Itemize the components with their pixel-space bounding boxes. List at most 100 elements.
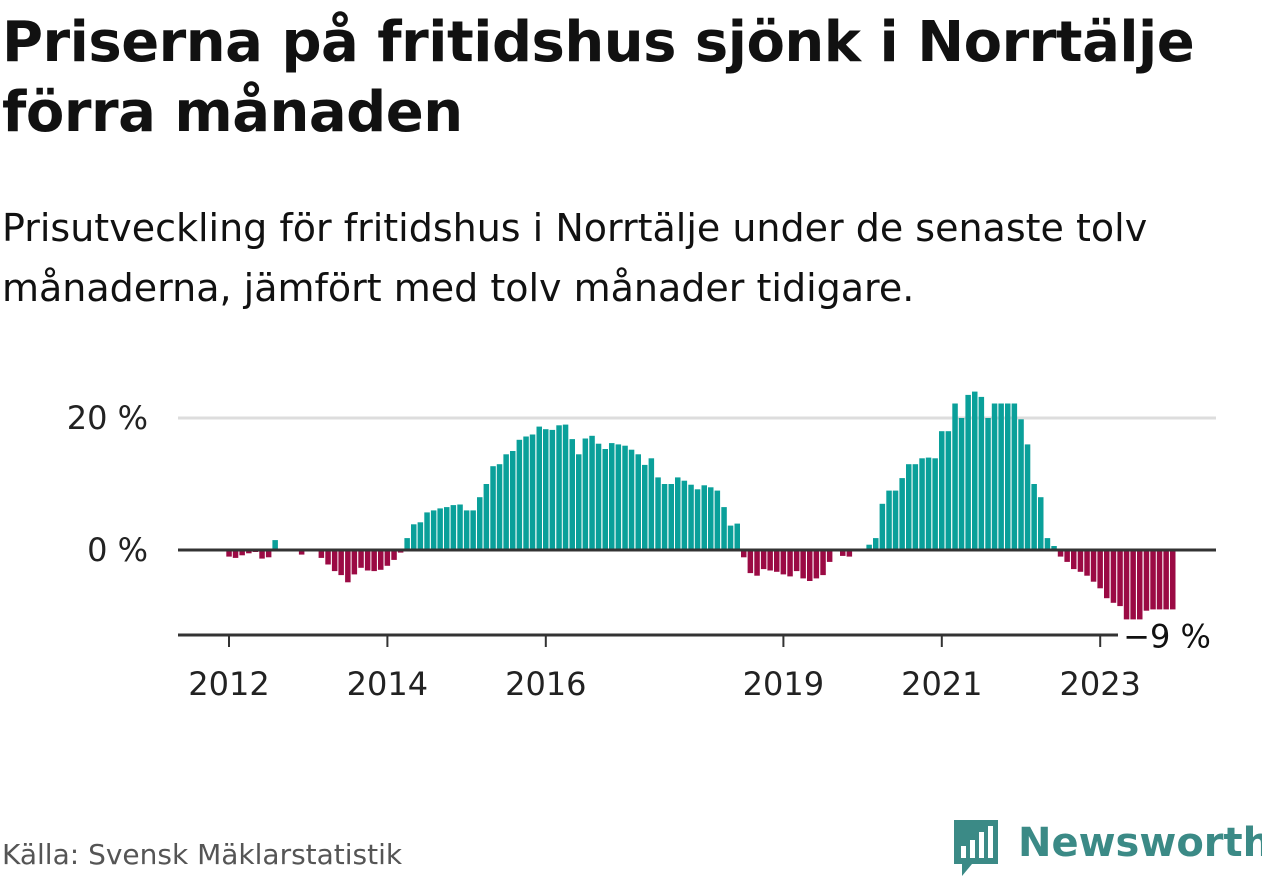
bar — [529, 434, 536, 550]
bar — [298, 550, 305, 555]
bar — [430, 510, 437, 550]
newsworthy-logo[interactable]: Newsworthy — [950, 818, 1262, 878]
bar — [523, 436, 529, 550]
bar — [1084, 550, 1090, 576]
bar — [1064, 550, 1070, 562]
bar — [437, 508, 443, 550]
bar — [800, 550, 806, 579]
bar — [364, 550, 371, 571]
bar — [932, 458, 938, 550]
bar — [985, 418, 991, 550]
bar — [510, 451, 516, 550]
bar — [463, 510, 470, 550]
last-value-label-bg — [1118, 619, 1216, 656]
bar — [265, 550, 272, 558]
bar — [615, 444, 622, 550]
bar — [424, 512, 430, 550]
bar — [1044, 538, 1051, 550]
bar — [958, 418, 965, 550]
bar — [813, 550, 820, 579]
bar — [661, 484, 668, 550]
axis-layer: 0 % 20 % 2012 2014 2016 2019 2021 2023 −9 % — [67, 399, 1216, 700]
bar — [239, 550, 245, 556]
bar-layer — [226, 391, 1176, 625]
bar — [1117, 550, 1123, 607]
bar — [246, 550, 252, 554]
bar — [694, 489, 701, 550]
bar — [787, 550, 793, 577]
bar — [1170, 550, 1176, 610]
bar — [556, 425, 562, 550]
x-tick-label: 2014 — [347, 665, 428, 700]
bar — [906, 464, 912, 550]
bar — [754, 550, 760, 576]
last-value-label: −9 % — [1123, 617, 1211, 655]
x-tick-label: 2016 — [505, 665, 586, 700]
source-label: Källa: Svensk Mäklarstatistik — [2, 838, 403, 871]
bar — [708, 487, 714, 550]
newsworthy-logo-text: Newsworthy — [1018, 820, 1262, 866]
bar — [701, 485, 707, 550]
bar — [886, 490, 892, 550]
bar — [952, 403, 958, 550]
x-tick-label: 2019 — [743, 665, 824, 700]
bar — [668, 484, 674, 550]
bar — [767, 550, 773, 571]
bar — [747, 550, 754, 574]
bar — [991, 403, 998, 550]
bar — [226, 550, 232, 557]
bar — [1071, 550, 1077, 570]
bar — [1031, 484, 1037, 550]
bar — [892, 490, 899, 550]
bar — [569, 439, 575, 550]
bar — [734, 523, 740, 550]
bar — [503, 454, 509, 550]
bar — [562, 424, 569, 550]
bar — [259, 550, 265, 559]
bar — [1024, 444, 1031, 550]
bar — [609, 443, 615, 550]
bar — [272, 540, 278, 550]
bar — [417, 522, 424, 550]
bar — [1150, 550, 1156, 610]
bar — [582, 438, 589, 550]
bar — [780, 550, 787, 575]
bar — [1090, 550, 1097, 582]
bar — [444, 507, 450, 550]
bar — [477, 497, 483, 550]
bar — [595, 443, 602, 550]
bar — [965, 394, 971, 550]
bar — [925, 457, 932, 550]
bar — [1123, 550, 1130, 623]
bar — [1077, 550, 1084, 572]
bar — [840, 550, 846, 556]
bar — [1156, 550, 1163, 610]
bar — [232, 550, 239, 558]
bar — [807, 550, 813, 581]
bar — [793, 550, 800, 572]
bar — [866, 544, 872, 550]
bar — [1051, 546, 1057, 550]
x-tick-label: 2012 — [188, 665, 269, 700]
bar — [602, 449, 608, 550]
bar — [978, 396, 985, 550]
bar — [331, 550, 338, 572]
bar — [589, 435, 595, 550]
bar — [760, 550, 767, 570]
bar — [1163, 550, 1169, 610]
bar — [490, 466, 496, 550]
bar — [1011, 403, 1018, 550]
bar — [1110, 550, 1117, 603]
bar — [622, 445, 628, 550]
bar-chart: 0 % 20 % 2012 2014 2016 2019 2021 2023 −9 % — [67, 391, 1216, 700]
bar — [1038, 497, 1044, 550]
bar — [642, 464, 648, 550]
bar — [496, 464, 503, 550]
bar — [879, 503, 886, 550]
bar — [1130, 550, 1136, 622]
bar — [714, 490, 721, 550]
bar — [774, 550, 780, 572]
bar — [1104, 550, 1110, 599]
bar — [325, 550, 331, 565]
x-tick-label: 2021 — [901, 665, 982, 700]
